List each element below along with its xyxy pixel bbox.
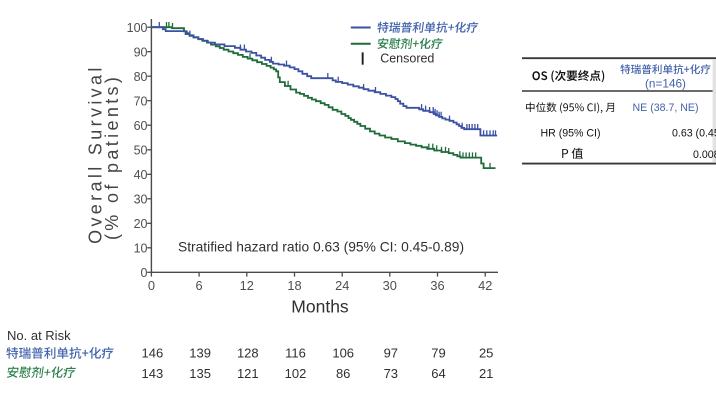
svg-text:80: 80 (134, 70, 148, 84)
svg-text:12: 12 (240, 278, 254, 293)
svg-text:0: 0 (148, 278, 155, 293)
svg-text:Months: Months (291, 297, 349, 317)
svg-text:143: 143 (142, 366, 164, 381)
svg-text:106: 106 (332, 345, 354, 360)
svg-text:146: 146 (142, 345, 164, 360)
svg-text:86: 86 (336, 366, 350, 381)
svg-text:Overall Survival: Overall Survival (85, 64, 105, 244)
svg-text:116: 116 (285, 345, 306, 360)
svg-text:30: 30 (383, 278, 397, 293)
svg-text:64: 64 (431, 366, 445, 381)
svg-text:139: 139 (189, 345, 211, 360)
svg-text:50: 50 (134, 144, 148, 158)
svg-text:20: 20 (134, 217, 148, 231)
svg-text:128: 128 (237, 345, 259, 360)
svg-text:25: 25 (479, 345, 493, 360)
svg-text:21: 21 (479, 366, 493, 381)
svg-text:100: 100 (127, 21, 148, 35)
svg-text:121: 121 (237, 366, 259, 381)
svg-text:No. at Risk: No. at Risk (7, 328, 71, 343)
svg-text:40: 40 (134, 168, 148, 182)
svg-text:NE (38.7, NE): NE (38.7, NE) (633, 102, 699, 114)
svg-text:Stratified hazard ratio 0.63 (: Stratified hazard ratio 0.63 (95% CI: 0.… (178, 239, 464, 254)
svg-text:73: 73 (384, 366, 398, 381)
svg-text:10: 10 (134, 242, 148, 256)
svg-text:90: 90 (134, 46, 148, 60)
svg-text:(% of patients): (% of patients) (102, 74, 122, 240)
svg-text:0: 0 (141, 266, 148, 280)
svg-text:0.63 (0.45-0.89): 0.63 (0.45-0.89) (672, 128, 716, 140)
svg-text:(n=146): (n=146) (645, 77, 686, 91)
svg-text:Censored: Censored (380, 51, 434, 65)
svg-text:97: 97 (384, 345, 398, 360)
svg-text:60: 60 (134, 119, 148, 133)
svg-text:HR (95% CI): HR (95% CI) (540, 128, 600, 140)
svg-text:30: 30 (134, 193, 148, 207)
svg-text:36: 36 (430, 278, 444, 293)
svg-text:24: 24 (335, 278, 349, 293)
svg-text:18: 18 (287, 278, 301, 293)
svg-text:70: 70 (134, 95, 148, 109)
svg-text:135: 135 (189, 366, 211, 381)
svg-text:6: 6 (196, 278, 203, 293)
svg-text:0.0084: 0.0084 (693, 149, 716, 161)
svg-text:79: 79 (431, 345, 445, 360)
svg-text:102: 102 (285, 366, 307, 381)
svg-text:42: 42 (478, 278, 492, 293)
